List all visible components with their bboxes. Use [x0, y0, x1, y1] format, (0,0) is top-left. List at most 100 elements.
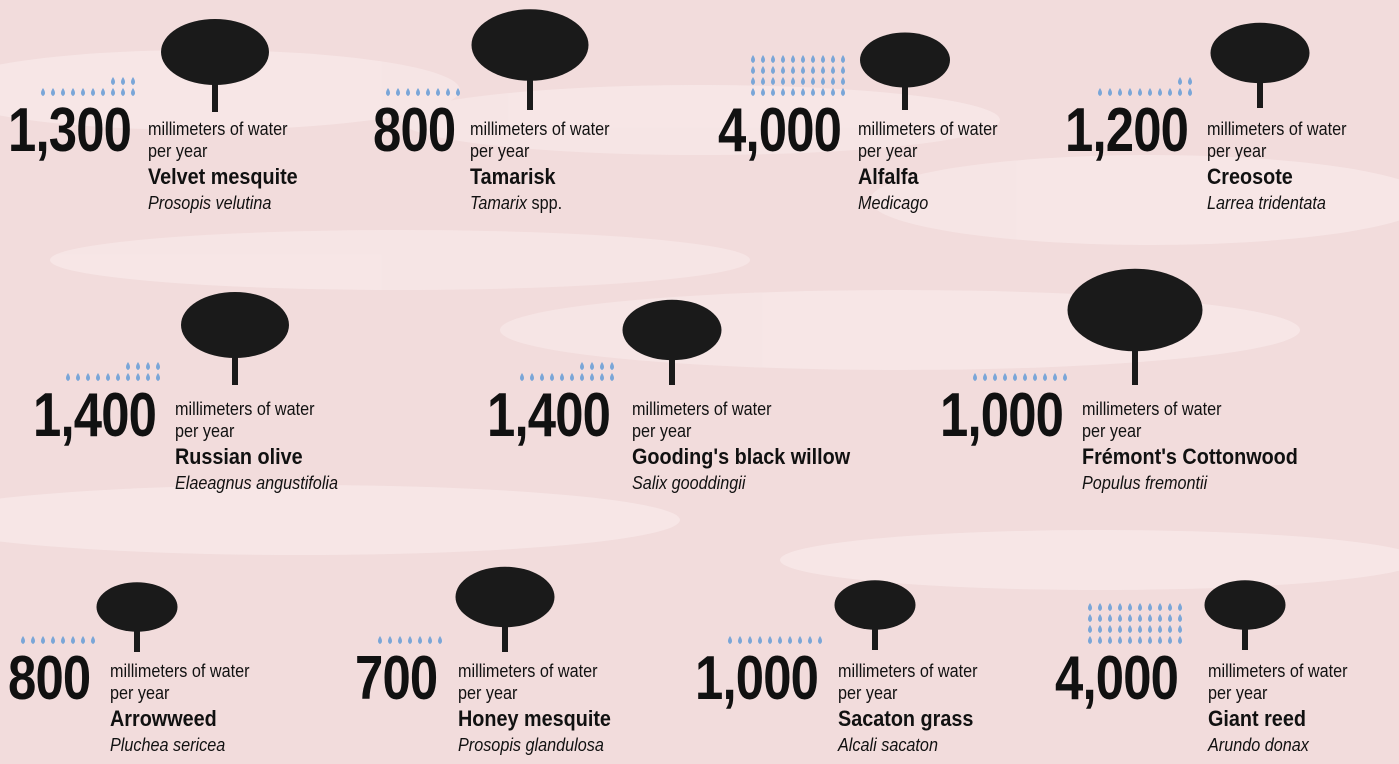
drop: [1088, 625, 1092, 633]
water-drops: [728, 636, 822, 644]
drop: [156, 362, 160, 370]
scientific: Prosopis glandulosa: [458, 735, 604, 755]
drop: [520, 373, 524, 381]
amount: 4,000: [1055, 648, 1178, 710]
drop: [1053, 373, 1057, 381]
drop: [771, 77, 775, 85]
drop: [1148, 614, 1152, 622]
scientific: Salix gooddingii: [632, 473, 745, 493]
drop: [788, 636, 792, 644]
drop: [728, 636, 732, 644]
drop: [791, 77, 795, 85]
drop: [808, 636, 812, 644]
drop: [1188, 77, 1192, 85]
drop: [418, 636, 422, 644]
unit-period: per year: [1207, 140, 1347, 162]
drop: [21, 636, 25, 644]
drop: [801, 77, 805, 85]
water-drops: [66, 362, 160, 381]
scientific: Populus fremontii: [1082, 473, 1207, 493]
scientific: Larrea tridentata: [1207, 193, 1326, 213]
drop: [1168, 614, 1172, 622]
drop: [1138, 603, 1142, 611]
drop: [801, 55, 805, 63]
drop: [841, 55, 845, 63]
drop: [771, 66, 775, 74]
amount: 1,000: [940, 385, 1063, 447]
drop: [610, 362, 614, 370]
drop: [590, 373, 594, 381]
drop: [51, 636, 55, 644]
unit: millimeters of water: [1082, 398, 1298, 420]
unit-period: per year: [148, 140, 298, 162]
amount: 1,400: [487, 385, 610, 447]
unit: millimeters of water: [148, 118, 298, 140]
infographic: 1,300millimeters of waterper yearVelvet …: [0, 0, 1399, 764]
drop: [1138, 625, 1142, 633]
drop: [540, 373, 544, 381]
plant-text: millimeters of waterper yearCreosoteLarr…: [1207, 118, 1347, 214]
drop: [841, 77, 845, 85]
drop: [136, 373, 140, 381]
drop: [66, 373, 70, 381]
drop: [821, 55, 825, 63]
amount: 800: [373, 100, 455, 162]
unit-period: per year: [110, 682, 250, 704]
unit-period: per year: [458, 682, 611, 704]
drop: [1158, 603, 1162, 611]
amount: 1,400: [33, 385, 156, 447]
scientific-suffix: spp.: [532, 193, 563, 213]
drop: [831, 55, 835, 63]
scientific-name: Salix gooddingii: [632, 472, 850, 494]
amount: 1,300: [8, 100, 131, 162]
canopy: [623, 300, 722, 361]
drop: [811, 55, 815, 63]
unit: millimeters of water: [632, 398, 850, 420]
drop: [86, 373, 90, 381]
drop: [791, 55, 795, 63]
drop: [1128, 625, 1132, 633]
plant-name: Honey mesquite: [458, 704, 611, 734]
drop: [1128, 88, 1132, 96]
scientific: Alcali sacaton: [838, 735, 938, 755]
plant-text: millimeters of waterper yearRussian oliv…: [175, 398, 338, 494]
drop: [973, 373, 977, 381]
drop: [438, 636, 442, 644]
drop: [1088, 636, 1092, 644]
canopy: [161, 19, 269, 85]
drop: [600, 362, 604, 370]
drop: [1128, 614, 1132, 622]
scientific-name: Larrea tridentata: [1207, 192, 1347, 214]
drop: [378, 636, 382, 644]
canopy: [472, 9, 589, 81]
drop: [1013, 373, 1017, 381]
drop: [1098, 603, 1102, 611]
drop: [126, 373, 130, 381]
drop: [761, 66, 765, 74]
drop: [76, 373, 80, 381]
scientific-name: Elaeagnus angustifolia: [175, 472, 338, 494]
water-drops: [378, 636, 442, 644]
drop: [1158, 88, 1162, 96]
drop: [1023, 373, 1027, 381]
drop: [768, 636, 772, 644]
drop: [1158, 625, 1162, 633]
drop: [771, 55, 775, 63]
drop: [821, 77, 825, 85]
drop: [1128, 636, 1132, 644]
scientific-name: Prosopis velutina: [148, 192, 298, 214]
drop: [136, 362, 140, 370]
drop: [781, 55, 785, 63]
unit: millimeters of water: [175, 398, 338, 420]
drop: [96, 373, 100, 381]
drop: [748, 636, 752, 644]
scientific: Medicago: [858, 193, 928, 213]
drop: [530, 373, 534, 381]
drop: [1003, 373, 1007, 381]
scientific: Tamarix: [470, 193, 527, 213]
drop: [580, 362, 584, 370]
drop: [801, 66, 805, 74]
plant-text: millimeters of waterper yearGiant reedAr…: [1208, 660, 1348, 756]
drop: [146, 373, 150, 381]
